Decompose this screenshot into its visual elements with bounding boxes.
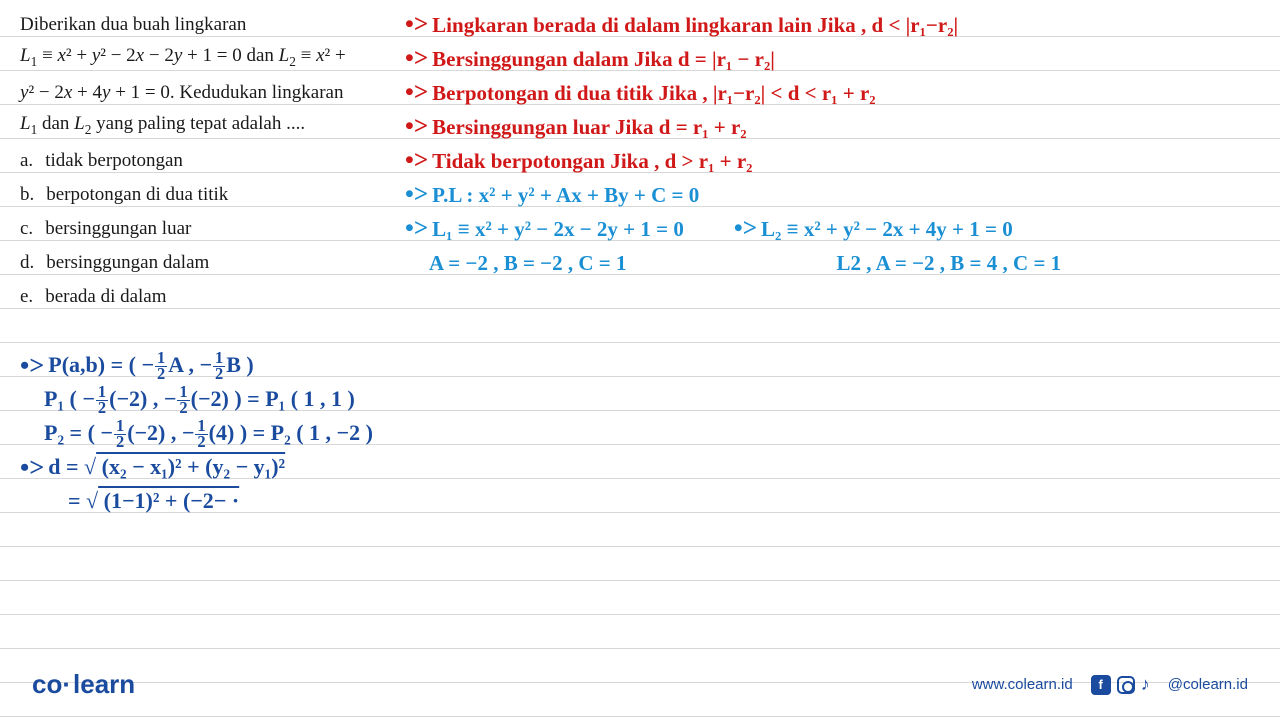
question-line-4: L1 dan L2 yang paling tepat adalah .... (20, 110, 420, 144)
option-b: b.berpotongan di dua titik (20, 178, 420, 212)
facebook-icon[interactable]: f (1091, 675, 1111, 695)
dblue-p1: P₁ ( −12(−2) , −12(−2) ) = P₁ ( 1 , 1 ) (20, 382, 373, 416)
dblue-d-formula: •> d = √ (x₂ − x₁)² + (y₂ − y₁)² (20, 450, 373, 484)
red-note-2: •>Bersinggungan dalam Jika d = |r₁ − r₂| (405, 42, 1061, 76)
handwritten-notes-right: •>Lingkaran berada di dalam lingkaran la… (405, 8, 1061, 280)
handwritten-notes-lower: •> P(a,b) = ( −12A , −12B ) P₁ ( −12(−2)… (20, 348, 373, 518)
footer: co·learn www.colearn.id f ♪ @colearn.id (32, 669, 1248, 700)
red-note-4: •>Bersinggungan luar Jika d = r₁ + r₂ (405, 110, 1061, 144)
option-e: e.berada di dalam (20, 280, 420, 314)
colearn-logo: co·learn (32, 669, 135, 700)
question-line-3: y² − 2x + 4y + 1 = 0. Kedudukan lingkara… (20, 76, 420, 110)
blue-note-abc: A = −2 , B = −2 , C = 1 L2 , A = −2 , B … (405, 246, 1061, 280)
red-note-5: •>Tidak berpotongan Jika , d > r₁ + r₂ (405, 144, 1061, 178)
option-a: a.tidak berpotongan (20, 144, 420, 178)
question-block: Diberikan dua buah lingkaran L1 ≡ x² + y… (20, 8, 420, 314)
option-d: d.bersinggungan dalam (20, 246, 420, 280)
footer-url[interactable]: www.colearn.id (972, 676, 1073, 693)
dblue-pab: •> P(a,b) = ( −12A , −12B ) (20, 348, 373, 382)
social-icons: f ♪ (1091, 674, 1150, 695)
question-line-1: Diberikan dua buah lingkaran (20, 8, 420, 42)
dblue-d-sub: = √ (1−1)² + (−2− · (20, 484, 373, 518)
option-c: c.bersinggungan luar (20, 212, 420, 246)
footer-handle[interactable]: @colearn.id (1168, 676, 1248, 693)
red-note-1: •>Lingkaran berada di dalam lingkaran la… (405, 8, 1061, 42)
dblue-p2: P₂ = ( −12(−2) , −12(4) ) = P₂ ( 1 , −2 … (20, 416, 373, 450)
red-note-3: •>Berpotongan di dua titik Jika , |r₁−r₂… (405, 76, 1061, 110)
blue-note-l1l2: •>L₁ ≡ x² + y² − 2x − 2y + 1 = 0 •>L₂ ≡ … (405, 212, 1061, 246)
instagram-icon[interactable] (1117, 676, 1135, 694)
tiktok-icon[interactable]: ♪ (1141, 674, 1150, 695)
blue-note-pl: •>P.L : x² + y² + Ax + By + C = 0 (405, 178, 1061, 212)
question-line-2: L1 ≡ x² + y² − 2x − 2y + 1 = 0 dan L2 ≡ … (20, 42, 420, 76)
